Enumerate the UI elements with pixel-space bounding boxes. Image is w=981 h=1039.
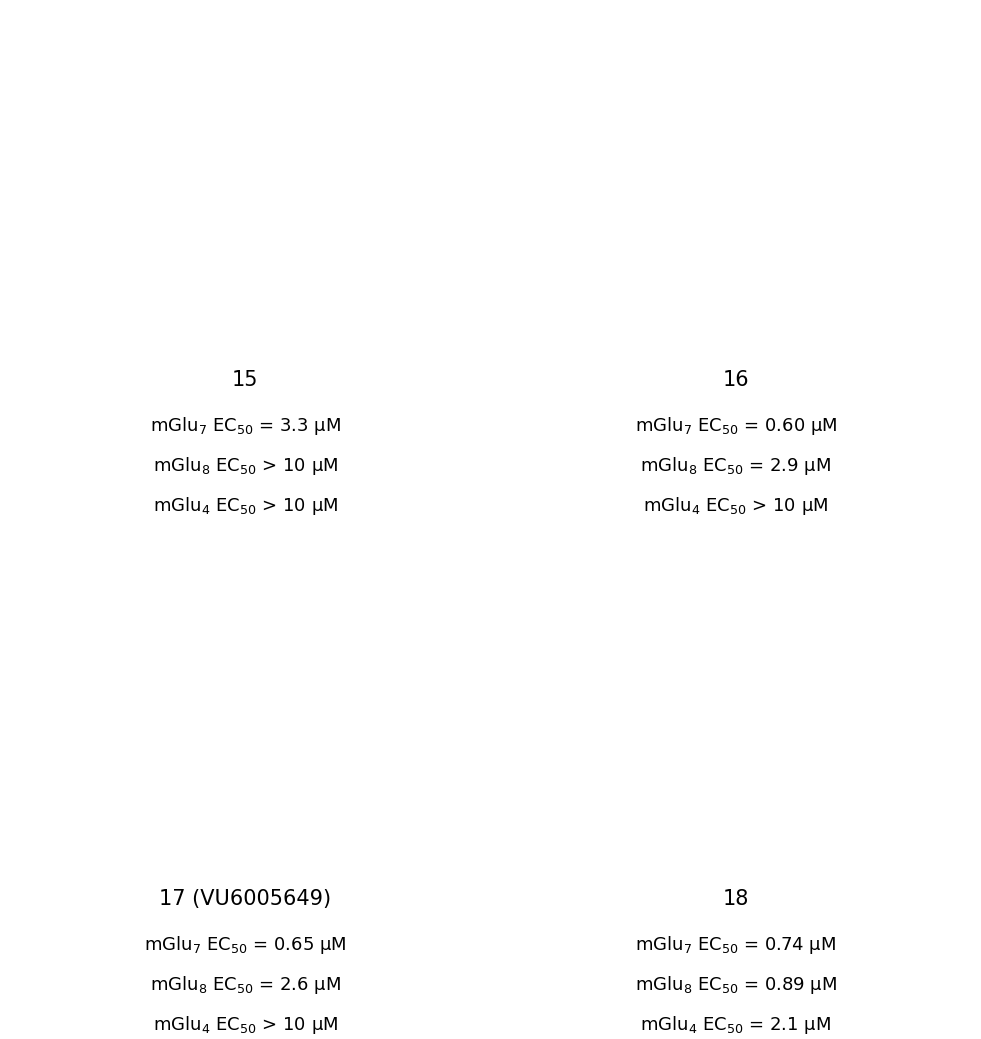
Text: mGlu$_4$ EC$_{50}$ > 10 μM: mGlu$_4$ EC$_{50}$ > 10 μM bbox=[153, 495, 337, 516]
Text: mGlu$_4$ EC$_{50}$ = 2.1 μM: mGlu$_4$ EC$_{50}$ = 2.1 μM bbox=[641, 1014, 831, 1036]
Text: mGlu$_7$ EC$_{50}$ = 3.3 μM: mGlu$_7$ EC$_{50}$ = 3.3 μM bbox=[150, 415, 340, 436]
Text: 15: 15 bbox=[232, 370, 259, 390]
Text: mGlu$_7$ EC$_{50}$ = 0.65 μM: mGlu$_7$ EC$_{50}$ = 0.65 μM bbox=[144, 934, 346, 956]
Text: mGlu$_4$ EC$_{50}$ > 10 μM: mGlu$_4$ EC$_{50}$ > 10 μM bbox=[644, 495, 828, 516]
Text: mGlu$_7$ EC$_{50}$ = 0.74 μM: mGlu$_7$ EC$_{50}$ = 0.74 μM bbox=[635, 934, 837, 956]
Text: mGlu$_8$ EC$_{50}$ > 10 μM: mGlu$_8$ EC$_{50}$ > 10 μM bbox=[153, 455, 337, 477]
Text: mGlu$_8$ EC$_{50}$ = 2.6 μM: mGlu$_8$ EC$_{50}$ = 2.6 μM bbox=[150, 975, 340, 996]
Text: mGlu$_8$ EC$_{50}$ = 0.89 μM: mGlu$_8$ EC$_{50}$ = 0.89 μM bbox=[635, 975, 837, 996]
Text: mGlu$_7$ EC$_{50}$ = 0.60 μM: mGlu$_7$ EC$_{50}$ = 0.60 μM bbox=[635, 415, 837, 436]
Text: 17 (VU6005649): 17 (VU6005649) bbox=[159, 889, 332, 909]
Text: 16: 16 bbox=[722, 370, 749, 390]
Text: mGlu$_8$ EC$_{50}$ = 2.9 μM: mGlu$_8$ EC$_{50}$ = 2.9 μM bbox=[641, 455, 831, 477]
Text: mGlu$_4$ EC$_{50}$ > 10 μM: mGlu$_4$ EC$_{50}$ > 10 μM bbox=[153, 1014, 337, 1036]
Text: 18: 18 bbox=[723, 889, 749, 909]
